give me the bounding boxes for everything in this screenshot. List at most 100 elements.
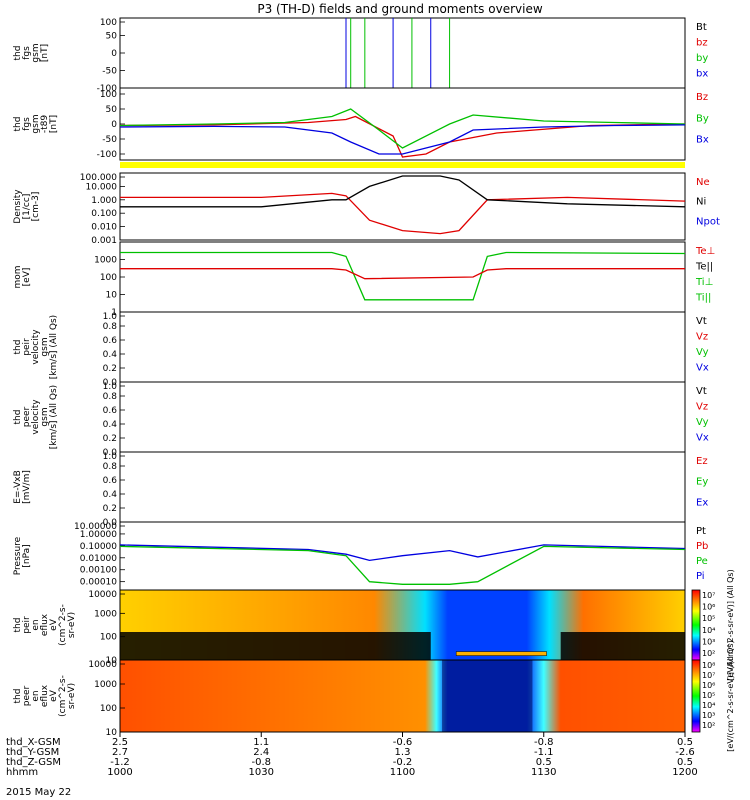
series-Pe bbox=[119, 545, 686, 585]
panel-frame bbox=[119, 381, 686, 453]
y-tick-label: 0.001 bbox=[91, 236, 117, 246]
y-tick-label: 0 bbox=[111, 49, 117, 59]
y-axis-label: en bbox=[31, 619, 41, 630]
y-tick-label: 100 bbox=[100, 18, 117, 28]
series-Te bbox=[120, 268, 685, 280]
y-axis-label: Pressure bbox=[13, 536, 23, 575]
x-row-value: 2.4 bbox=[253, 747, 269, 758]
y-tick-label: 10 bbox=[106, 728, 118, 738]
y-tick-label: 100 bbox=[100, 633, 117, 643]
colorbar-tick-label: 10⁶ bbox=[702, 681, 715, 690]
y-tick-label: 0.8 bbox=[103, 322, 118, 332]
series-Ti bbox=[120, 251, 686, 301]
y-axis-label: sr-eV) bbox=[67, 612, 77, 638]
y-tick-label: 1 bbox=[111, 308, 117, 318]
x-row-value: -0.8 bbox=[251, 757, 271, 768]
x-row-label: thd_Z-GSM bbox=[6, 757, 61, 768]
y-tick-label: 100 bbox=[100, 90, 117, 100]
y-tick-label: 0.00100 bbox=[80, 566, 117, 576]
y-tick-label: -100 bbox=[97, 150, 118, 160]
series-Pi bbox=[119, 544, 686, 562]
y-axis-label: thd bbox=[13, 46, 23, 61]
y-tick-label: 1.0 bbox=[103, 312, 118, 322]
spectrogram-band bbox=[120, 660, 685, 732]
legend-entry: Vz bbox=[696, 402, 708, 413]
y-tick-label: 0.10000 bbox=[80, 542, 117, 552]
y-tick-label: 0.2 bbox=[103, 364, 117, 374]
y-axis-label: eflux bbox=[40, 684, 50, 707]
colorbar-tick-label: 10⁷ bbox=[702, 671, 715, 680]
x-row-label: thd_X-GSM bbox=[6, 737, 61, 748]
y-tick-label: 0.4 bbox=[103, 350, 118, 360]
y-axis-label: [mV/m] bbox=[22, 470, 32, 504]
y-tick-label: 1.0 bbox=[103, 452, 118, 462]
legend-entry: Vt bbox=[696, 316, 707, 327]
legend-entry: Ey bbox=[696, 477, 708, 488]
legend-entry: Vx bbox=[696, 433, 709, 444]
figure-title: P3 (TH-D) fields and ground moments over… bbox=[257, 2, 542, 16]
y-tick-label: 0.0 bbox=[103, 378, 118, 388]
y-tick-label: 0.6 bbox=[103, 336, 118, 346]
colorbar-tick-label: 10² bbox=[702, 649, 715, 658]
y-tick-label: 0.0 bbox=[103, 518, 118, 528]
series-By bbox=[119, 108, 686, 149]
legend-entry: Vx bbox=[696, 363, 709, 374]
y-axis-label: gsm bbox=[40, 407, 50, 426]
no-data-region bbox=[120, 632, 431, 660]
y-tick-label: 0.6 bbox=[103, 406, 118, 416]
legend-entry: Bz bbox=[696, 92, 708, 103]
y-tick-label: -50 bbox=[102, 135, 117, 145]
colorbar-tick-label: 10³ bbox=[702, 711, 715, 720]
legend-entry: bz bbox=[696, 38, 708, 49]
y-axis-label: eV bbox=[49, 618, 59, 631]
y-tick-label: 10.000 bbox=[86, 182, 118, 192]
y-tick-label: 1.0 bbox=[103, 382, 118, 392]
colorbar bbox=[691, 659, 701, 733]
y-axis-label: [cm-3] bbox=[31, 192, 41, 222]
y-tick-label: 100 bbox=[100, 704, 117, 714]
panel-efield: 1.00.8 0.6 0.4 0.2 0.0 E=-VxB [mV/m] Ez Ey Ex bbox=[13, 451, 708, 528]
y-axis-label: [eV] bbox=[22, 268, 32, 287]
y-tick-label: 1000 bbox=[94, 680, 117, 690]
legend-entry: Npot bbox=[696, 216, 720, 227]
series-Bx bbox=[119, 124, 686, 155]
y-axis-label: peer bbox=[22, 685, 32, 706]
series-Ne bbox=[120, 192, 686, 235]
y-axis-label: velocity bbox=[31, 329, 41, 365]
yellow-status-bar bbox=[120, 162, 685, 168]
y-tick-label: 0.01000 bbox=[80, 554, 117, 564]
colorbar bbox=[691, 589, 701, 661]
y-axis-label: [km/s] (All Qs) bbox=[49, 385, 59, 449]
y-axis-label: gsm bbox=[31, 43, 41, 62]
time-tick-label: 1100 bbox=[390, 767, 415, 778]
legend-entry: Pe bbox=[696, 556, 708, 567]
x-row-value: 0.5 bbox=[536, 757, 552, 768]
y-axis-label: fgs bbox=[22, 46, 32, 60]
y-axis-label: gsm bbox=[40, 337, 50, 356]
x-row-value: 0.5 bbox=[677, 757, 693, 768]
y-tick-label: 0.6 bbox=[103, 476, 118, 486]
y-tick-label: 0 bbox=[111, 120, 117, 130]
y-tick-label: -100 bbox=[97, 84, 118, 94]
y-tick-label: -50 bbox=[102, 67, 117, 77]
y-axis-label: thd bbox=[13, 689, 23, 704]
y-axis-label: en bbox=[31, 690, 41, 701]
legend-entry: Te|| bbox=[695, 262, 713, 273]
legend-entry: Pb bbox=[696, 541, 708, 552]
y-tick-label: 1000 bbox=[94, 256, 117, 266]
legend-entry: Te⊥ bbox=[695, 246, 715, 257]
time-tick-label: 1130 bbox=[531, 767, 556, 778]
date-label: 2015 May 22 bbox=[6, 787, 71, 798]
y-axis-label: (cm^2-s- bbox=[58, 604, 68, 646]
x-row-value: -0.8 bbox=[534, 737, 554, 748]
colorbar-tick-label: 10³ bbox=[702, 637, 715, 646]
panel-density: 100.00010.000 1.000 0.100 0.010 0.001 Density… bbox=[13, 172, 720, 246]
colorbar-tick-label: 10² bbox=[702, 721, 715, 730]
y-axis-label: [nPa] bbox=[22, 544, 32, 567]
y-tick-label: 0.4 bbox=[103, 490, 118, 500]
y-axis-label: fgs bbox=[22, 117, 32, 131]
y-axis-label: peir bbox=[22, 616, 32, 634]
x-row-value: -0.2 bbox=[393, 757, 413, 768]
y-tick-label: 1000 bbox=[94, 609, 117, 619]
